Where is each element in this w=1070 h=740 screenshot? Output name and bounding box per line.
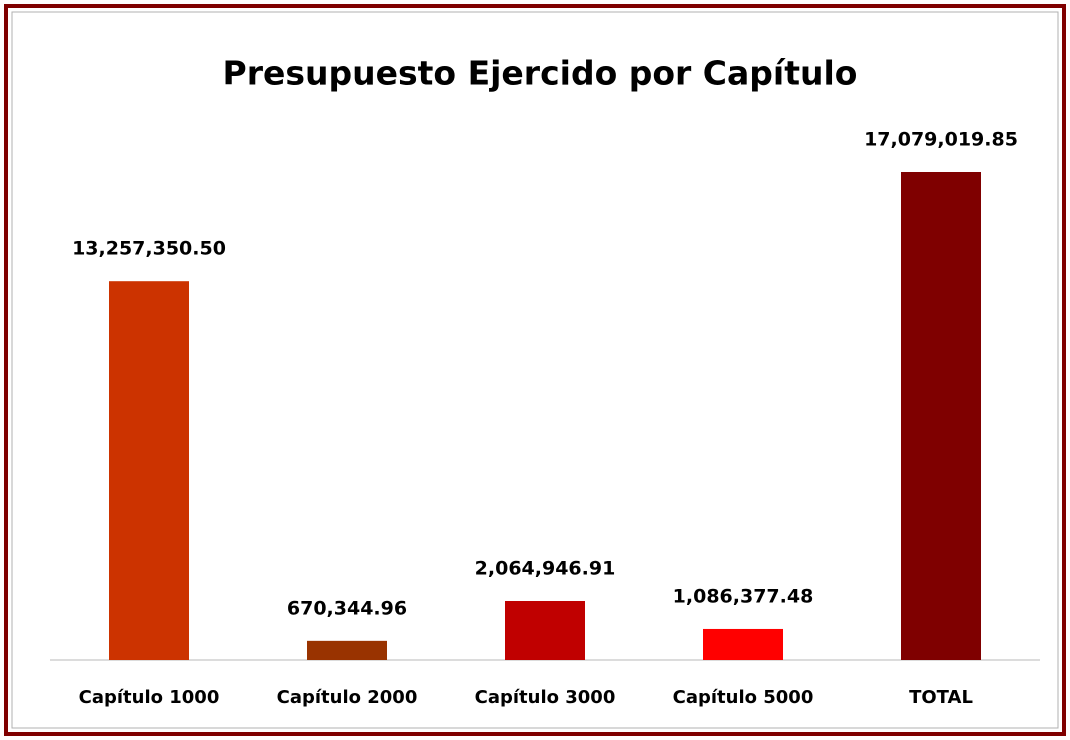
value-label: 13,257,350.50 (72, 238, 226, 260)
value-label: 1,086,377.48 (673, 585, 814, 607)
bar (901, 172, 981, 660)
bar (703, 628, 783, 660)
bar (505, 600, 585, 660)
x-tick-label: Capítulo 5000 (673, 687, 814, 708)
x-tick-label: TOTAL (909, 687, 973, 708)
inner-frame (11, 11, 1059, 729)
value-label: 2,064,946.91 (475, 557, 616, 579)
bar (307, 640, 387, 660)
value-label: 17,079,019.85 (864, 129, 1018, 151)
frame (4, 4, 1066, 736)
x-tick-label: Capítulo 2000 (277, 687, 418, 708)
x-tick-label: Capítulo 3000 (475, 687, 616, 708)
value-label: 670,344.96 (287, 597, 407, 619)
bar (109, 281, 189, 660)
x-tick-label: Capítulo 1000 (79, 687, 220, 708)
chart-title: Presupuesto Ejercido por Capítulo (223, 54, 858, 93)
